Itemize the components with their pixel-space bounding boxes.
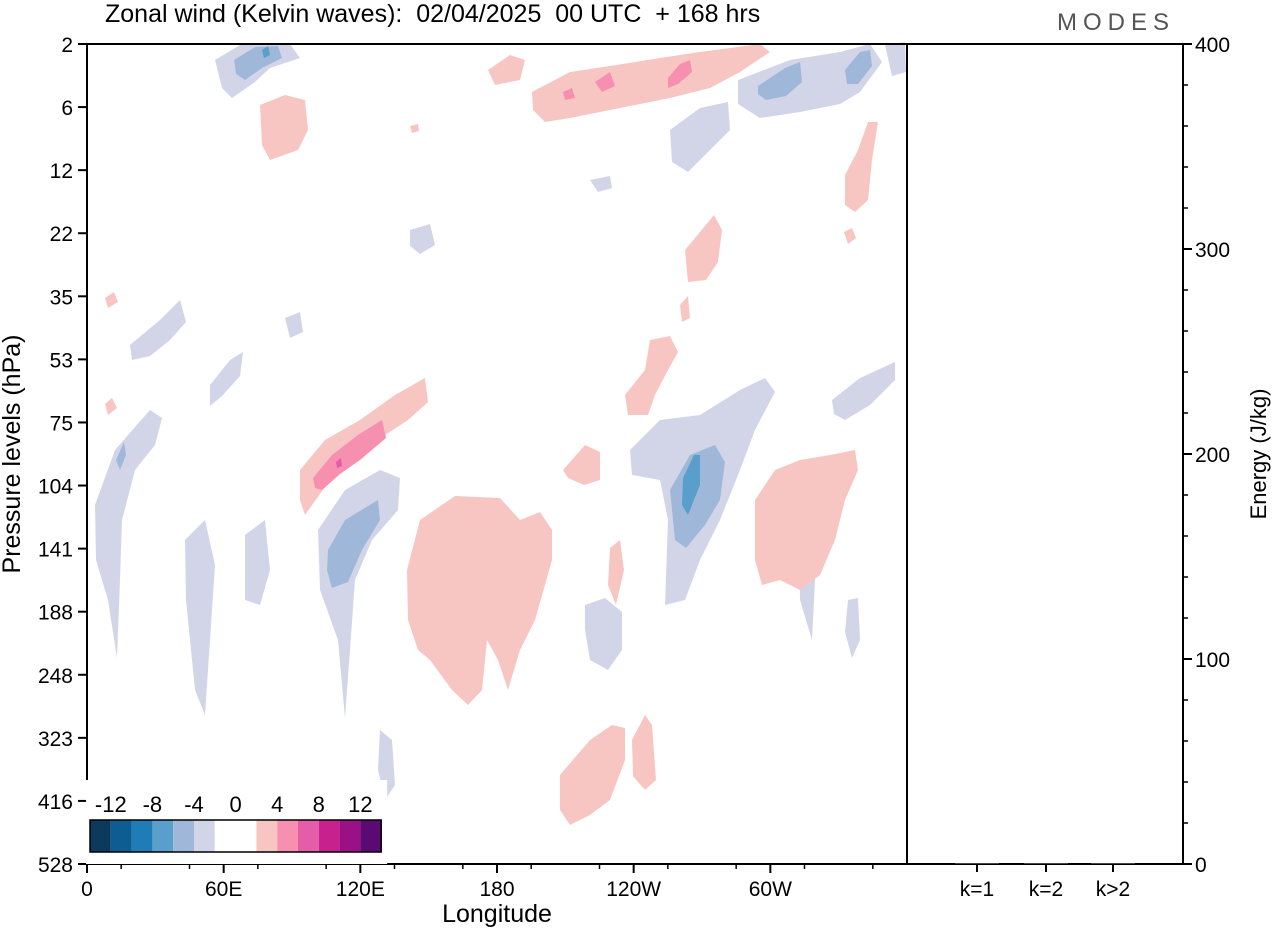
colorbar-label: -8 [143, 792, 163, 817]
energy-axis-label: Energy (J/kg) [1246, 389, 1271, 520]
colorbar-swatch [214, 820, 236, 852]
energy-panel-frame [906, 43, 1184, 865]
energy-category-label: k=1 [960, 878, 994, 901]
colorbar-label: -4 [184, 792, 204, 817]
wind-contours [95, 42, 906, 825]
negative-wind-peak-regions [262, 46, 700, 515]
y-tick-label: 528 [38, 854, 73, 877]
y-tick-label: 416 [38, 791, 73, 814]
y-tick-label: 12 [50, 160, 73, 183]
energy-bar [1024, 863, 1068, 864]
y-tick-label: 22 [50, 223, 73, 246]
y-tick-label: 53 [50, 349, 73, 372]
colorbar-swatch [318, 820, 340, 852]
colorbar-swatch [110, 820, 132, 852]
y-tick-label: 188 [38, 602, 73, 625]
energy-bars: k=1 k=2 k>2 [955, 863, 1135, 901]
colorbar: -12 -8 -4 0 4 8 12 [86, 780, 388, 864]
x-axis-label: Longitude [442, 900, 552, 928]
energy-tick-label: 300 [1195, 239, 1230, 262]
negative-wind-regions [95, 42, 906, 800]
colorbar-label: 4 [271, 792, 283, 817]
energy-tick-label: 100 [1195, 649, 1230, 672]
x-tick-label: 60W [749, 878, 792, 901]
colorbar-swatch [173, 820, 194, 852]
colorbar-swatch [360, 820, 382, 852]
colorbar-swatch [131, 820, 153, 852]
y-tick-label: 248 [38, 665, 73, 688]
y-tick-label: 141 [38, 539, 73, 562]
colorbar-swatch [194, 820, 215, 852]
x-tick-label: 0 [81, 878, 93, 901]
colorbar-swatch [90, 820, 111, 852]
x-tick-label: 180 [479, 878, 514, 901]
negative-wind-core-regions [116, 46, 872, 588]
pressure-axis: 2 6 12 22 35 53 75 104 141 188 248 323 416 528 [38, 34, 87, 877]
energy-bar [1091, 863, 1135, 864]
energy-category-label: k>2 [1096, 878, 1130, 901]
energy-tick-label: 200 [1195, 444, 1230, 467]
energy-tick-label: 400 [1195, 34, 1230, 57]
y-tick-label: 6 [61, 97, 73, 120]
colorbar-swatch [298, 820, 319, 852]
positive-wind-peak-regions [336, 458, 342, 468]
energy-bar [955, 863, 999, 864]
y-axis-label: Pressure levels (hPa) [0, 335, 26, 574]
positive-wind-core-regions [313, 60, 692, 490]
y-tick-label: 104 [38, 476, 73, 499]
x-tick-label: 120W [606, 878, 661, 901]
colorbar-swatch [235, 820, 257, 852]
y-tick-label: 323 [38, 728, 73, 751]
heatmap-frame [86, 43, 908, 865]
colorbar-label: 8 [313, 792, 325, 817]
y-tick-label: 2 [61, 34, 73, 57]
energy-axis: 0 100 200 300 400 [1183, 34, 1230, 877]
x-tick-label: 120E [336, 878, 385, 901]
energy-category-label: k=2 [1029, 878, 1063, 901]
colorbar-swatch [277, 820, 298, 852]
y-tick-label: 75 [50, 412, 73, 435]
colorbar-label: -12 [95, 792, 127, 817]
colorbar-swatch [152, 820, 174, 852]
positive-wind-regions [105, 44, 878, 825]
chart-title: Zonal wind (Kelvin waves): 02/04/2025 00… [105, 0, 761, 28]
energy-tick-label: 0 [1195, 854, 1207, 877]
colorbar-border [89, 819, 382, 853]
longitude-axis: 0 60E 120E 180 120W 60W [81, 864, 874, 901]
brand-logo: MODES [1057, 9, 1176, 36]
colorbar-swatch [339, 820, 361, 852]
y-tick-label: 35 [50, 286, 73, 309]
x-tick-label: 60E [205, 878, 242, 901]
colorbar-label: 0 [229, 792, 241, 817]
colorbar-swatch [256, 820, 278, 852]
colorbar-label: 12 [348, 792, 372, 817]
